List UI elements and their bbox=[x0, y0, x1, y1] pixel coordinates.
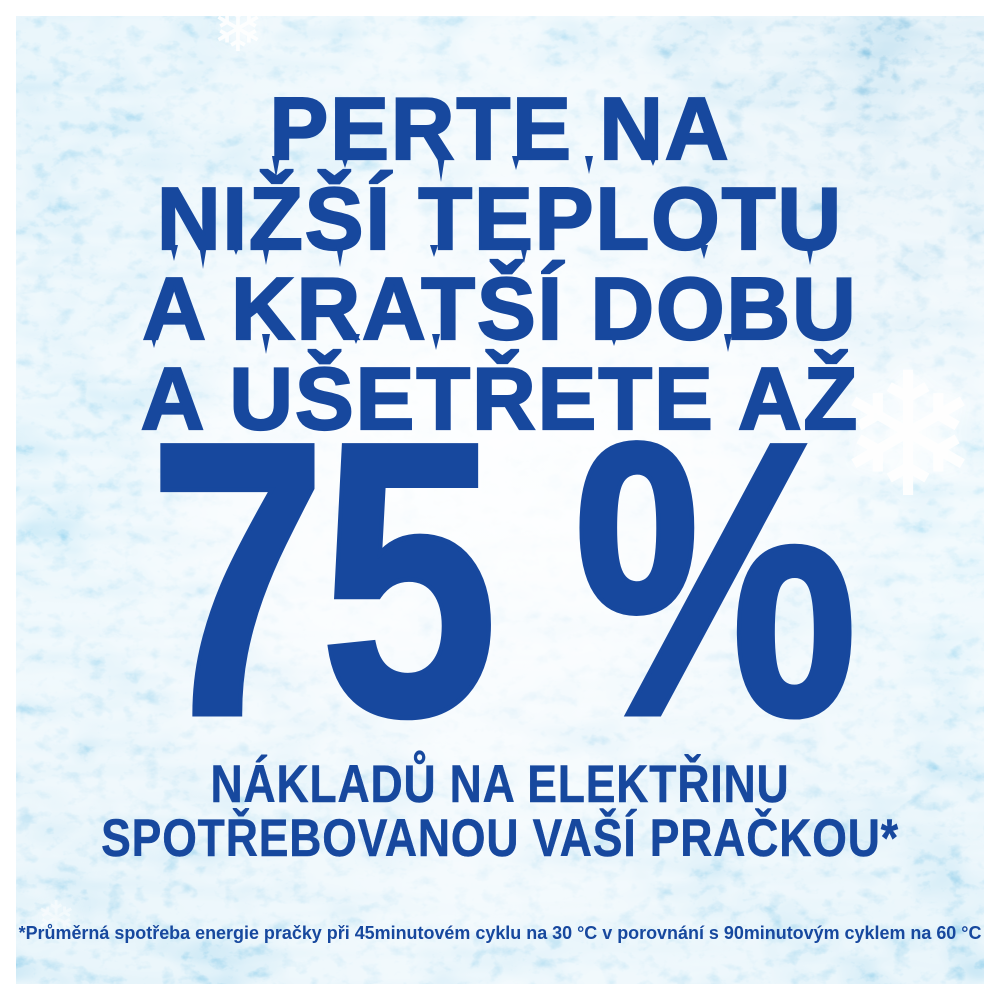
icicle-drip bbox=[430, 245, 438, 257]
icicle-drip bbox=[341, 156, 349, 168]
icicle-drip bbox=[806, 245, 814, 265]
icicle-drip bbox=[724, 334, 732, 352]
icicle-drip bbox=[170, 245, 178, 261]
footnote: *Průměrná spotřeba energie pračky při 45… bbox=[18, 922, 982, 943]
snowflake-icon-bottom-left: ❄ bbox=[36, 893, 77, 946]
icicle-drip bbox=[610, 334, 618, 346]
icicle-drip bbox=[262, 334, 270, 354]
icicle-drip bbox=[272, 156, 280, 178]
headline-line-2: NIŽŠÍ TEPLOTU bbox=[156, 169, 843, 268]
icicle-drip bbox=[150, 334, 158, 348]
headline-line-1: PERTE NA bbox=[268, 79, 731, 178]
icicle-drip bbox=[432, 334, 440, 350]
icicle-drip bbox=[262, 245, 270, 265]
icicle-drip bbox=[437, 156, 445, 182]
subheadline: NÁKLADŮ NA ELEKTŘINU SPOTŘEBOVANOU VAŠÍ … bbox=[80, 755, 920, 868]
icicle-drip bbox=[199, 245, 207, 269]
icicle-drip bbox=[336, 245, 344, 267]
icicle-drip bbox=[512, 156, 520, 170]
frost-texture bbox=[16, 16, 984, 984]
icicle-drip bbox=[585, 156, 593, 174]
snowflake-icon-top-left: ❄ bbox=[212, 16, 264, 65]
frost-background: ❄ ❄ ❄ bbox=[16, 16, 984, 984]
headline-line-4: A UŠETŘETE AŽ bbox=[140, 349, 860, 448]
icicle-drip bbox=[520, 245, 528, 263]
icicle-drip bbox=[649, 156, 657, 166]
snowflake-icon-right: ❄ bbox=[836, 340, 981, 532]
subheadline-line-1: NÁKLADŮ NA ELEKTŘINU bbox=[210, 755, 790, 814]
icicle-drip bbox=[700, 245, 708, 259]
headline-line-3: A KRATŠÍ DOBU bbox=[141, 259, 858, 358]
icicle-drip bbox=[352, 334, 360, 344]
icicle-drip bbox=[232, 245, 240, 255]
discount-value: 75 % bbox=[147, 361, 860, 797]
subheadline-line-2: SPOTŘEBOVANOU VAŠÍ PRAČKOU* bbox=[101, 809, 899, 868]
